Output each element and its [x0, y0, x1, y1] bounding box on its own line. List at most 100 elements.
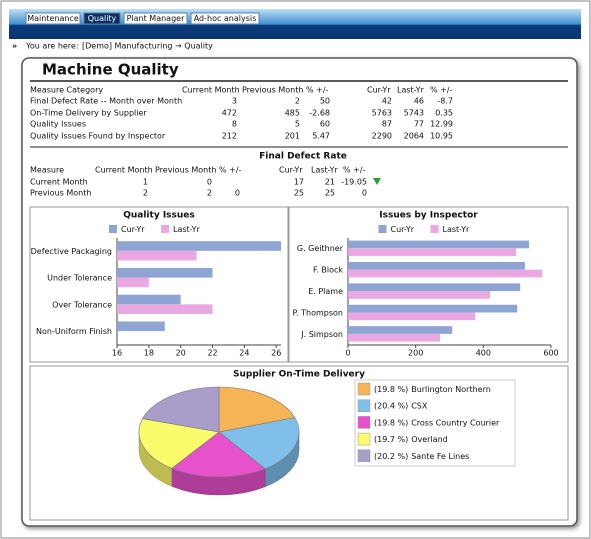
- legend-swatch: [430, 225, 439, 233]
- legend-label: (19.8 %) Cross Country Courier: [374, 418, 500, 427]
- y-tick-label: J. Simpson: [300, 330, 343, 339]
- cell-value: 12.99: [430, 120, 453, 129]
- section-title: Final Defect Rate: [259, 152, 347, 162]
- cell-value: -8.7: [437, 97, 453, 106]
- column-header: Previous Month: [155, 166, 216, 175]
- legend-label: (20.2 %) Sante Fe Lines: [374, 451, 469, 460]
- cell-value: 2: [143, 189, 148, 198]
- y-tick-label: Defective Packaging: [31, 247, 112, 256]
- cell-value: 5.47: [312, 132, 330, 141]
- column-header: % +/-: [430, 86, 453, 95]
- bar: [348, 326, 453, 334]
- cell-value: 10.95: [430, 132, 453, 141]
- pie-slice: [171, 431, 266, 478]
- pie-slice: [142, 386, 220, 433]
- cell-value: -19.05: [341, 178, 367, 187]
- chart-title: Supplier On-Time Delivery: [233, 370, 365, 380]
- bar: [117, 267, 213, 278]
- legend-label: (19.8 %) Burlington Northern: [374, 385, 491, 394]
- row-label: Quality Issues Found by Inspector: [30, 132, 166, 141]
- tab-label[interactable]: Ad-hoc analysis: [194, 14, 257, 23]
- pie-slice: [218, 417, 300, 470]
- y-tick-label: Non-Uniform Finish: [36, 327, 112, 336]
- legend-swatch: [357, 416, 371, 429]
- row-label: Previous Month: [30, 189, 91, 198]
- cell-value: 472: [222, 109, 237, 118]
- bar: [348, 291, 491, 299]
- bar: [348, 333, 441, 342]
- legend-value: (19.8 %): [374, 385, 408, 394]
- cell-value: 17: [294, 178, 304, 187]
- tab[interactable]: [83, 12, 121, 25]
- bar: [117, 250, 197, 261]
- column-header: Current Month: [182, 86, 240, 95]
- cell-value: 2: [207, 189, 212, 198]
- column-header: Previous Month: [242, 86, 303, 95]
- legend-label: Last-Yr: [173, 225, 200, 234]
- column-header: % +/-: [343, 166, 366, 175]
- bar: [117, 294, 181, 305]
- cell-value: 5743: [404, 109, 424, 118]
- legend-swatch: [357, 449, 371, 463]
- cell-value: 8: [232, 120, 237, 129]
- row-label: Final Defect Rate -- Month over Month: [30, 97, 182, 106]
- y-tick-label: F. Block: [313, 266, 343, 275]
- tab[interactable]: [190, 12, 260, 25]
- pie-slice: [138, 418, 220, 469]
- cell-value: 0.35: [435, 109, 453, 118]
- tab[interactable]: [25, 12, 81, 25]
- row-label: Current Month: [30, 178, 88, 187]
- bar: [117, 321, 165, 332]
- bar: [348, 304, 518, 313]
- legend-value: (19.7 %): [374, 435, 408, 444]
- cell-value: 42: [382, 97, 392, 106]
- cell-value: -2.68: [309, 109, 330, 118]
- x-tick-label: 18: [144, 349, 154, 358]
- bar: [348, 240, 530, 249]
- tab-label[interactable]: Plant Manager: [127, 14, 185, 23]
- breadcrumb-icon: »: [12, 42, 17, 51]
- y-tick-label: Over Tolerance: [52, 300, 112, 309]
- column-header: Cur-Yr: [279, 166, 303, 175]
- row-label: On-Time Delivery by Supplier: [30, 109, 147, 118]
- cell-value: 21: [325, 178, 335, 187]
- column-header: Current Month: [95, 166, 153, 175]
- row-label: Quality Issues: [30, 120, 86, 129]
- cell-value: 2064: [404, 132, 424, 141]
- bar: [348, 248, 517, 256]
- y-tick-label: Under Tolerance: [47, 274, 112, 283]
- legend-swatch: [109, 225, 117, 233]
- cell-value: 46: [414, 97, 424, 106]
- cell-value: 201: [285, 132, 300, 141]
- legend-swatch: [357, 399, 371, 412]
- legend-label: Cur-Yr: [121, 225, 145, 234]
- breadcrumb-path[interactable]: [Demo] Manufacturing → Quality: [82, 42, 213, 51]
- bar: [348, 261, 525, 270]
- breadcrumb-label: You are here:: [25, 42, 79, 51]
- cell-value: 2: [295, 97, 300, 106]
- column-header: Measure: [30, 166, 64, 175]
- cell-value: 87: [382, 120, 392, 129]
- cell-value: 25: [325, 189, 335, 198]
- legend-swatch: [161, 225, 169, 233]
- tab-label[interactable]: Quality: [88, 14, 117, 23]
- trend-down-icon: [373, 178, 381, 185]
- column-header: Measure Category: [30, 86, 103, 95]
- legend-value: (20.2 %): [374, 451, 408, 460]
- x-tick-label: 26: [271, 349, 281, 358]
- cell-value: 3: [232, 97, 237, 106]
- bar: [348, 283, 521, 292]
- tab[interactable]: [123, 12, 188, 25]
- legend-label: Last-Yr: [443, 225, 470, 234]
- legend-name: CSX: [411, 401, 428, 410]
- x-tick-label: 16: [112, 349, 122, 358]
- y-tick-label: P. Thompson: [292, 308, 343, 317]
- tab-label[interactable]: Maintenance: [27, 14, 79, 23]
- bar: [117, 277, 149, 288]
- legend-label: (19.7 %) Overland: [374, 435, 448, 444]
- column-header: Cur-Yr: [367, 86, 391, 95]
- x-tick-label: 400: [476, 349, 491, 358]
- legend-label: Cur-Yr: [391, 225, 415, 234]
- legend-swatch: [357, 382, 371, 396]
